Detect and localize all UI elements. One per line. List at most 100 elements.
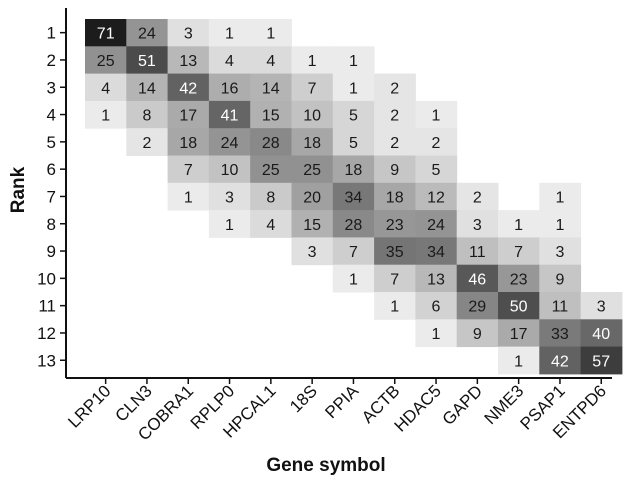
cell-value-label: 1 (308, 53, 317, 70)
cell-value-label: 1 (514, 353, 523, 370)
cell-value-label: 51 (138, 53, 156, 70)
cell-value-label: 42 (179, 80, 197, 97)
heatmap-cell (291, 73, 334, 102)
heatmap-cell (332, 182, 375, 211)
heatmap-cell (332, 264, 375, 293)
cell-value-label: 1 (390, 299, 399, 316)
cell-value-label: 46 (468, 271, 486, 288)
cell-value-label: 5 (432, 162, 441, 179)
heatmap-cell (85, 19, 127, 47)
y-tick-label: 13 (37, 351, 56, 370)
cell-value-label: 11 (552, 299, 569, 316)
heatmap-cell (374, 264, 416, 293)
cell-value-label: 33 (551, 326, 569, 343)
x-tick-label: HDAC5 (391, 381, 445, 435)
cell-value-label: 9 (473, 326, 482, 343)
heatmap-cell (291, 100, 334, 129)
heatmap-cell (456, 210, 499, 238)
cell-value-label: 24 (221, 135, 239, 152)
heatmap-cell (332, 100, 375, 129)
heatmap-cell (167, 46, 210, 75)
cell-value-label: 3 (473, 217, 482, 234)
heatmap-cell (208, 100, 251, 129)
cell-value-label: 13 (179, 53, 197, 70)
heatmap-cell (208, 46, 251, 75)
y-tick-label: 12 (37, 324, 56, 343)
cell-value-label: 1 (225, 217, 234, 234)
cell-value-label: 18 (386, 190, 404, 207)
x-axis-title: Gene symbol (266, 455, 385, 476)
cell-value-label: 1 (555, 217, 564, 234)
heatmap-cell (208, 19, 251, 47)
heatmap-cell (208, 128, 251, 156)
heatmap-cell (498, 292, 540, 320)
heatmap-cell (498, 346, 540, 375)
cell-value-label: 2 (473, 190, 482, 207)
cell-value-label: 3 (555, 244, 564, 261)
cell-value-label: 1 (432, 326, 441, 343)
cell-value-label: 17 (179, 108, 197, 125)
axes (65, 8, 612, 379)
y-tick-label: 1 (47, 24, 56, 43)
heatmap-cell (374, 73, 416, 102)
heatmap-cell (126, 100, 169, 129)
heatmap-cell (250, 155, 292, 184)
heatmap-cell (456, 319, 499, 348)
heatmap-cell (126, 46, 169, 75)
cell-value-label: 4 (266, 53, 275, 70)
y-tick-label: 9 (47, 242, 56, 261)
heatmap-cell (539, 292, 582, 320)
heatmap-cell (539, 182, 582, 211)
cell-value-label: 1 (349, 53, 358, 70)
heatmap-cell (539, 264, 582, 293)
y-tick-label: 8 (47, 215, 56, 234)
cell-value-label: 7 (514, 244, 523, 261)
cell-value-label: 34 (427, 244, 445, 261)
heatmap-cell (580, 319, 623, 348)
cell-value-label: 1 (184, 190, 193, 207)
cell-value-label: 50 (510, 299, 528, 316)
heatmap-cell (415, 182, 458, 211)
cell-value-label: 23 (386, 217, 404, 234)
cell-value-label: 18 (179, 135, 197, 152)
heatmap-cell (332, 237, 375, 266)
cell-value-label: 5 (349, 135, 358, 152)
cell-value-label: 3 (184, 26, 193, 43)
x-tick-label: GAPD (439, 381, 487, 429)
heatmap-cell (415, 319, 458, 348)
heatmap-cell (456, 292, 499, 320)
cell-value-label: 7 (308, 80, 317, 97)
heatmap-cell (167, 155, 210, 184)
cell-value-label: 9 (555, 271, 564, 288)
heatmap-cell (456, 264, 499, 293)
cell-value-label: 35 (386, 244, 404, 261)
heatmap-cell (415, 128, 458, 156)
heatmap-cell (332, 73, 375, 102)
heatmap-cell (208, 182, 251, 211)
heatmap-cell (332, 210, 375, 238)
y-tick-label: 6 (47, 160, 56, 179)
heatmap-cell (415, 100, 458, 129)
heatmap-cell (250, 19, 292, 47)
cell-value-label: 28 (345, 217, 363, 234)
cell-value-label: 29 (468, 299, 486, 316)
heatmap-cell (291, 210, 334, 238)
cell-value-label: 2 (390, 108, 399, 125)
heatmap-cell (208, 210, 251, 238)
heatmap-cell (415, 210, 458, 238)
cell-value-label: 25 (303, 162, 321, 179)
cell-value-label: 10 (221, 162, 239, 179)
cell-value-label: 34 (345, 190, 363, 207)
cell-value-label: 1 (349, 271, 358, 288)
cell-value-label: 14 (138, 80, 156, 97)
heatmap-cells: 71 24 3 1 125 51 13 4 4 1 14 14 42 16 14 7 1 21 8 17 41 15 10 5… (85, 19, 623, 375)
heatmap-cell (250, 46, 292, 75)
heatmap-cell (126, 19, 169, 47)
heatmap-cell (374, 128, 416, 156)
cell-value-label: 14 (262, 80, 280, 97)
heatmap-cell (332, 128, 375, 156)
cell-value-label: 8 (266, 190, 275, 207)
heatmap-cell (126, 128, 169, 156)
